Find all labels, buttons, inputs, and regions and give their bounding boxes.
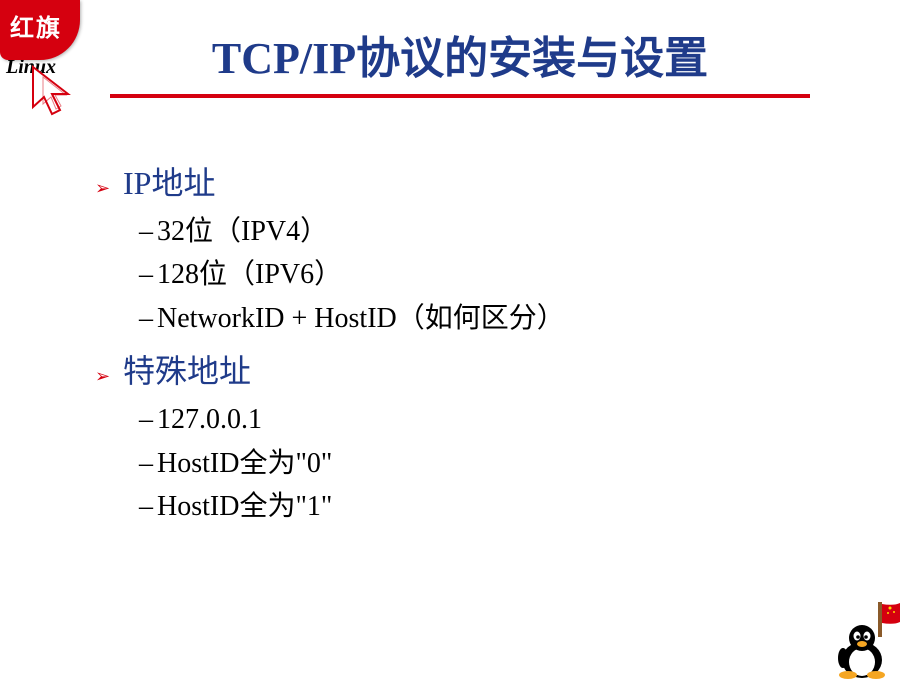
l2-text: NetworkID + HostID（如何区分） <box>157 303 565 334</box>
slide-title-block: TCP/IP协议的安装与设置 <box>110 0 810 98</box>
slide-title: TCP/IP协议的安装与设置 <box>110 22 810 94</box>
arrow-bullet-icon: ➢ <box>95 178 123 199</box>
l1-heading: 特殊地址 <box>123 346 251 392</box>
l2-text: 128位（IPV6） <box>157 259 342 290</box>
list-item-l1: ➢ 特殊地址 <box>95 346 920 392</box>
list-item-l2: –HostID全为"1" <box>139 485 920 528</box>
brand-logo: 红旗 Linux <box>0 0 110 120</box>
list-item-l2: –32位（IPV4） <box>139 210 920 253</box>
l2-text: 127.0.0.1 <box>157 404 262 435</box>
l2-text: HostID全为"1" <box>157 491 332 522</box>
flag-text: 红旗 <box>10 8 62 43</box>
list-item-l1: ➢ IP地址 <box>95 158 920 204</box>
arrow-bullet-icon: ➢ <box>95 366 123 387</box>
flag-badge: 红旗 <box>0 0 80 60</box>
list-item-l2: –128位（IPV6） <box>139 253 920 296</box>
cursor-icon <box>28 62 98 132</box>
slide-content: ➢ IP地址 –32位（IPV4） –128位（IPV6） –NetworkID… <box>95 158 920 528</box>
title-underline <box>110 94 810 98</box>
list-item-l2: –HostID全为"0" <box>139 442 920 485</box>
list-item-l2: –127.0.0.1 <box>139 398 920 441</box>
l2-text: HostID全为"0" <box>157 448 332 479</box>
l2-text: 32位（IPV4） <box>157 216 328 247</box>
l1-heading: IP地址 <box>123 158 215 204</box>
tux-flag-icon <box>832 600 902 680</box>
list-item-l2: –NetworkID + HostID（如何区分） <box>139 297 920 340</box>
